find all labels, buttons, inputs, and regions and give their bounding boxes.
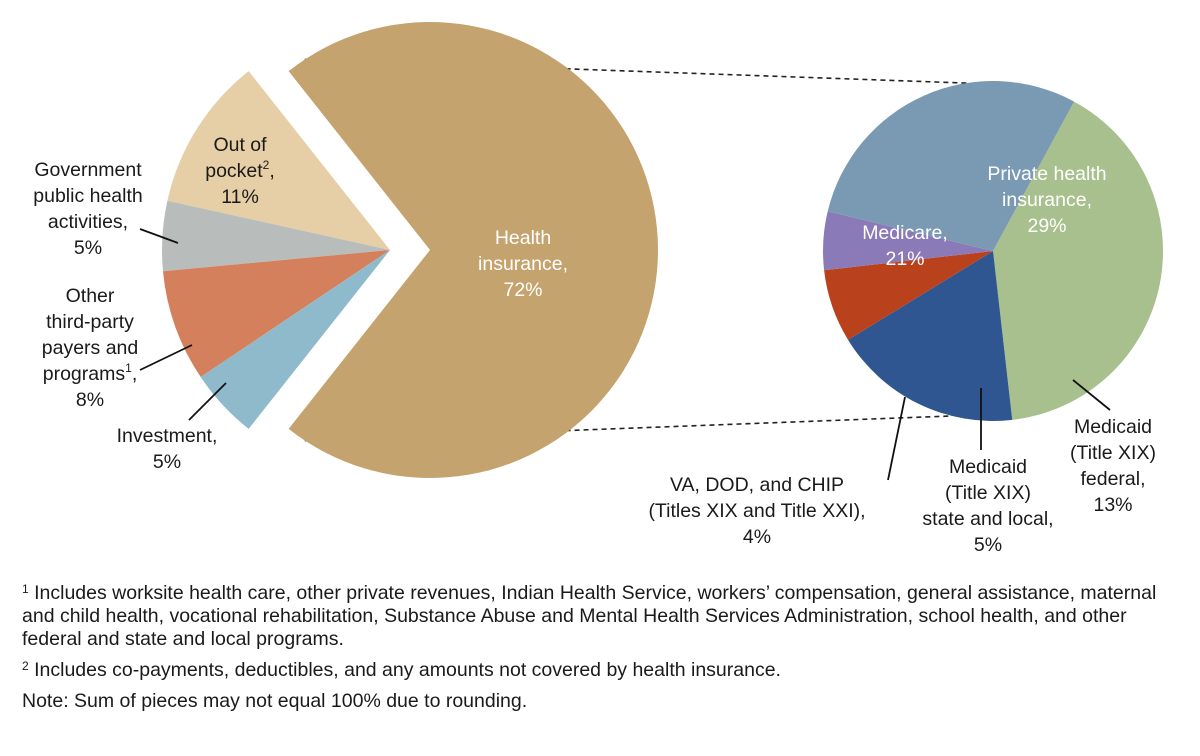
label-line: insurance, (1002, 189, 1092, 211)
label-line: VA, DOD, and CHIP (670, 474, 844, 496)
slice-other-third-party (162, 250, 390, 378)
label-other-third-party: Other third-party payers and programs1, 8% (42, 285, 138, 411)
label-line: 5% (153, 451, 181, 473)
footnote-2: 2 Includes co-payments, deductibles, and… (22, 659, 1182, 682)
slice-medicaid-federal (848, 251, 1013, 422)
label-line: 8% (76, 389, 104, 411)
label-line: (Title XIX) (945, 482, 1031, 504)
label-line: insurance, (478, 253, 568, 275)
footnote-2-text: Includes co-payments, deductibles, and a… (28, 659, 781, 681)
label-comma: , (269, 160, 274, 182)
label-gov-public-health: Government public health activities, 5% (33, 159, 143, 259)
label-line: 21% (885, 248, 924, 270)
label-line: Investment, (117, 425, 218, 447)
label-private: Private health insurance, 29% (987, 163, 1106, 237)
slice-gov-public-health (161, 200, 390, 272)
pie-charts: Health insurance, 72%Out of pocket2, 11%Gove… (33, 22, 1164, 556)
label-comma: , (132, 363, 137, 385)
label-line: public health (33, 185, 143, 207)
slice-private (993, 101, 1164, 420)
slice-medicaid-state (824, 251, 993, 340)
label-medicaid-state: Medicaid (Title XIX) state and local, 5% (922, 456, 1053, 556)
slice-investment (200, 250, 390, 429)
footnote-1-text: Includes worksite health care, other pri… (22, 582, 1157, 650)
label-leader-lines (139, 228, 1111, 481)
slice-medicare (827, 80, 1075, 251)
left-pie-chart (161, 22, 658, 479)
label-line: 72% (503, 279, 542, 301)
footnote-marker: 2 (263, 158, 270, 172)
label-line: Medicaid (1074, 416, 1152, 438)
label-line: payers and (42, 337, 138, 359)
label-line: 13% (1093, 494, 1132, 516)
label-line: Medicaid (949, 456, 1027, 478)
leader-medicaid-federal (1072, 379, 1111, 411)
label-line: 5% (974, 534, 1002, 556)
label-line: Other (66, 285, 115, 307)
footnote-note: Note: Sum of pieces may not equal 100% d… (22, 690, 528, 712)
leader-investment (188, 382, 227, 421)
label-line: 11% (221, 186, 259, 208)
slice-health-insurance (288, 22, 658, 479)
label-line: activities, (48, 211, 128, 233)
label-line: state and local, (922, 508, 1053, 530)
label-line: programs1, (43, 361, 137, 385)
label-medicaid-federal: Medicaid (Title XIX) federal, 13% (1070, 416, 1156, 516)
leader-gov-public-health (139, 228, 179, 244)
label-line: Out of (213, 134, 267, 156)
label-line: Medicare, (862, 222, 948, 244)
footnote-2-marker: 2 (22, 659, 29, 673)
footnote-marker: 1 (125, 361, 132, 375)
footnotes: 1 Includes worksite health care, other p… (22, 582, 1182, 721)
footnote-1: 1 Includes worksite health care, other p… (22, 582, 1182, 651)
label-line: 5% (74, 237, 102, 259)
label-line: federal, (1080, 468, 1145, 490)
label-line: 4% (743, 526, 771, 548)
slice-labels: Health insurance, 72%Out of pocket2, 11%Gove… (33, 134, 1156, 556)
label-line: (Titles XIX and Title XXI), (648, 500, 865, 522)
right-pie-chart (822, 80, 1164, 422)
label-line: 29% (1027, 215, 1066, 237)
label-line: Private health (987, 163, 1106, 185)
label-line: (Title XIX) (1070, 442, 1156, 464)
label-line: third-party (46, 311, 134, 333)
label-line: Government (34, 159, 142, 181)
label-investment: Investment, 5% (117, 425, 218, 473)
slice-out-of-pocket (167, 71, 390, 250)
label-va-dod-chip: VA, DOD, and CHIP (Titles XIX and Title X… (648, 474, 865, 548)
leader-other-third-party (139, 344, 193, 371)
label-line: Health (495, 227, 551, 249)
footnote-1-marker: 1 (22, 582, 29, 596)
label-health-insurance: Health insurance, 72% (478, 227, 568, 301)
leader-va-dod-chip (887, 396, 906, 481)
slice-va-dod-chip (822, 211, 993, 271)
label-medicare: Medicare, 21% (862, 222, 948, 270)
